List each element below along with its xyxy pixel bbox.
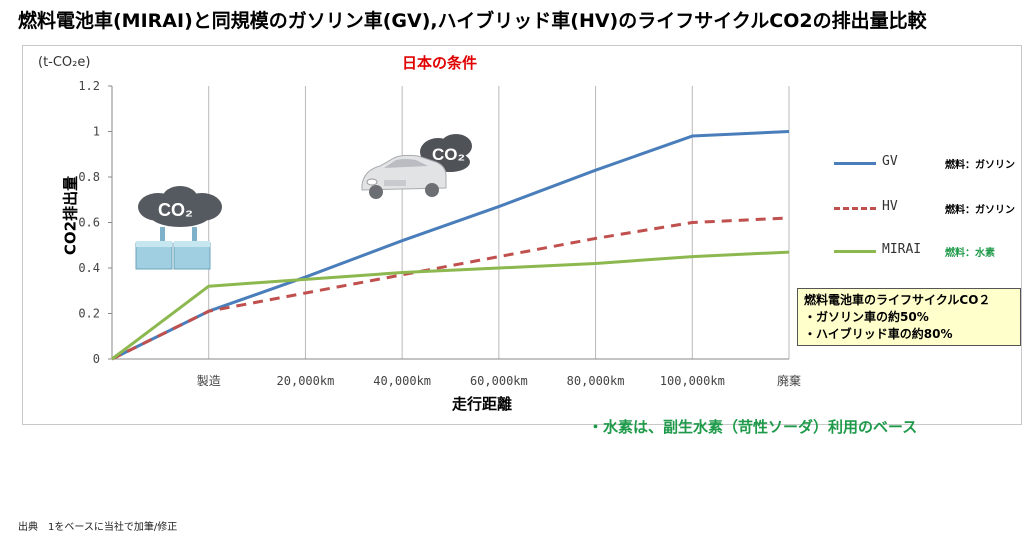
y-tick-label-4: 0.8 [78, 170, 100, 184]
legend-note-gv: 燃料：ガソリン [945, 160, 1015, 171]
y-unit-label: (t-CO₂e) [38, 55, 91, 70]
y-tick-label-2: 0.4 [78, 261, 100, 275]
legend-item-mirai: MIRAI 燃料：水素 [830, 241, 1030, 261]
chart-frame [22, 45, 1022, 425]
callout-line-1: 燃料電池車のライフサイクルCO２ [804, 293, 991, 307]
x-tick-label-1: 製造 [197, 374, 221, 388]
legend-label-hv: HV [882, 199, 898, 214]
legend-swatch-gv [834, 162, 876, 165]
x-tick-label-4: 60,000km [470, 374, 528, 388]
factory-co2-icon: CO₂ [135, 186, 222, 270]
legend-label-mirai: MIRAI [882, 242, 922, 257]
car-co2-text: CO₂ [432, 145, 465, 164]
x-tick-label-3: 40,000km [373, 374, 431, 388]
y-tick-label-3: 0.6 [78, 216, 100, 230]
series-line-hv [111, 216, 790, 361]
car-co2-icon: CO₂ [361, 134, 472, 199]
x-tick-label-2: 20,000km [277, 374, 335, 388]
callout-line-3: ・ハイブリッド車の約80% [804, 327, 953, 341]
summary-callout: 燃料電池車のライフサイクルCO２ ・ガソリン車の約50% ・ハイブリッド車の約8… [797, 288, 1021, 346]
y-tick-label-6: 1.2 [78, 79, 100, 93]
factory-co2-text: CO₂ [158, 200, 193, 220]
legend-note-hv: 燃料：ガソリン [945, 205, 1015, 216]
legend-item-gv: GV 燃料：ガソリン [830, 153, 1030, 173]
source-note: 出典 1をベースに当社で加筆/修正 [18, 522, 178, 533]
legend-swatch-hv [834, 207, 876, 210]
callout-line-2: ・ガソリン車の約50% [804, 310, 929, 324]
legend-note-mirai: 燃料：水素 [945, 248, 995, 259]
y-tick-label-0: 0 [93, 352, 100, 366]
series-line-gv [111, 130, 790, 361]
x-tick-label-5: 80,000km [567, 374, 625, 388]
y-tick-label-5: 1 [93, 125, 100, 139]
x-tick-label-7: 廃棄 [777, 373, 801, 388]
legend-swatch-mirai [834, 250, 876, 253]
page-title: 燃料電池車(MIRAI)と同規模のガソリン車(GV),ハイブリッド車(HV)のラ… [18, 10, 927, 32]
legend-label-gv: GV [882, 154, 898, 169]
hydrogen-note: ・水素は、副生水素（苛性ソーダ）利用のベース [588, 418, 918, 436]
x-axis-title: 走行距離 [452, 395, 513, 413]
x-tick-label-6: 100,000km [660, 374, 725, 388]
chart-subtitle: 日本の条件 [402, 54, 478, 72]
series-line-mirai [111, 250, 790, 361]
legend-item-hv: HV 燃料：ガソリン [830, 198, 1030, 218]
y-tick-label-1: 0.2 [78, 307, 100, 321]
